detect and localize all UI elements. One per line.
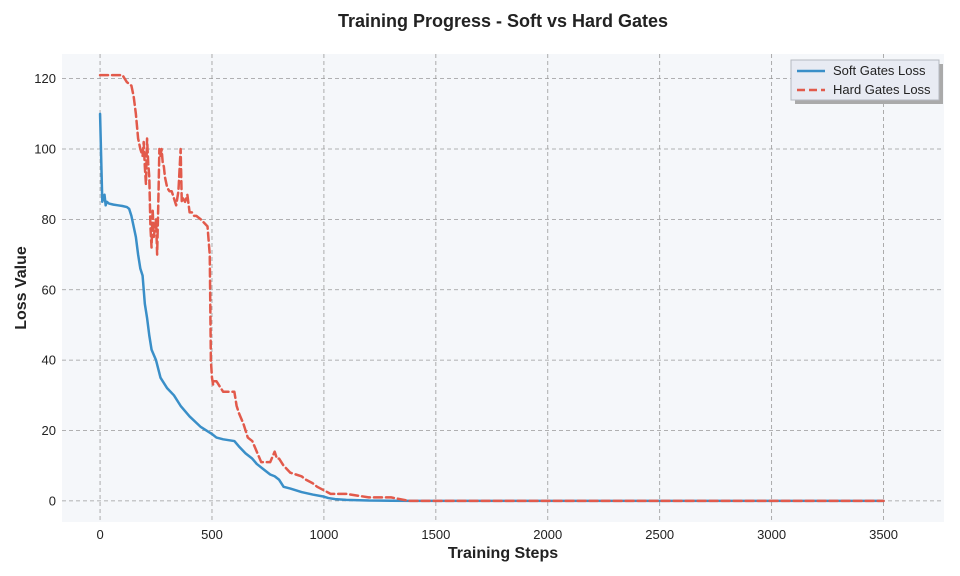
y-tick-label: 120	[34, 71, 56, 86]
y-axis-label: Loss Value	[13, 246, 30, 330]
series-line-soft-gates	[98, 112, 885, 503]
legend-label-soft-gates: Soft Gates Loss	[833, 63, 926, 78]
x-tick-label: 2500	[645, 527, 674, 542]
y-tick-label: 20	[42, 423, 56, 438]
series-line-hard-gates	[98, 73, 885, 503]
series-lines	[98, 73, 885, 503]
x-tick-label: 2000	[533, 527, 562, 542]
x-axis-label: Training Steps	[448, 545, 558, 562]
y-tick-label: 40	[42, 353, 56, 368]
x-tick-label: 3000	[757, 527, 786, 542]
y-tick-label: 80	[42, 212, 56, 227]
y-tick-label: 100	[34, 142, 56, 157]
plot-area	[62, 54, 944, 522]
axis-ticks: 0 500 1000 1500 2000 2500 3000 3500 0 20 40 60 80 100…	[34, 71, 898, 542]
x-tick-label: 1000	[309, 527, 338, 542]
legend-label-hard-gates: Hard Gates Loss	[833, 82, 931, 97]
x-tick-label: 500	[201, 527, 223, 542]
legend: Soft Gates Loss Hard Gates Loss	[790, 59, 943, 104]
x-tick-label: 0	[96, 527, 103, 542]
chart-title: Training Progress - Soft vs Hard Gates	[338, 11, 668, 31]
y-tick-label: 60	[42, 282, 56, 297]
y-tick-label: 0	[49, 493, 56, 508]
x-tick-label: 3500	[869, 527, 898, 542]
legend-box	[790, 59, 940, 101]
x-tick-label: 1500	[421, 527, 450, 542]
